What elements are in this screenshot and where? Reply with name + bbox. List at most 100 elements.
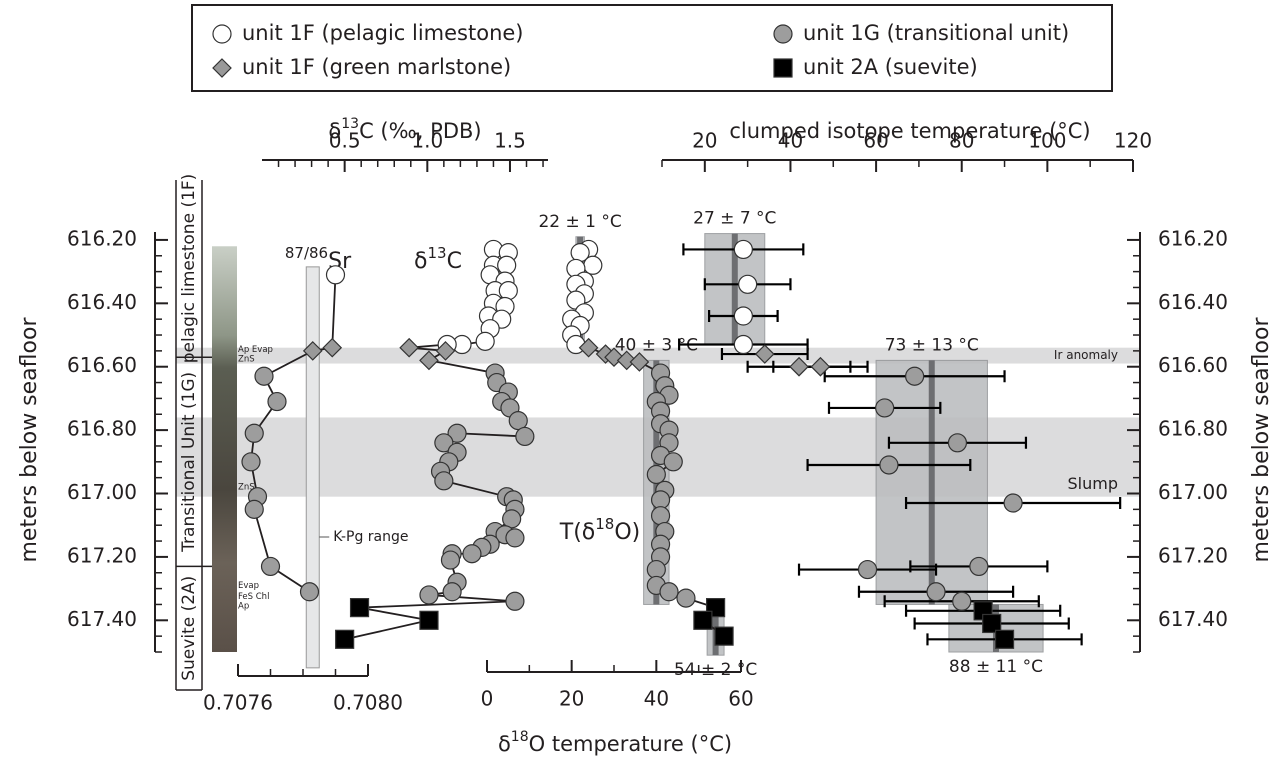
point: [733, 306, 753, 326]
point: [676, 588, 696, 608]
panel-label: δ13C: [414, 244, 462, 275]
point: [646, 464, 666, 485]
point: [267, 391, 287, 412]
x-axis-label-part: δ: [498, 732, 511, 756]
y-tick-label: 617.20: [1158, 543, 1228, 567]
y-tick-label: 616.40: [67, 290, 137, 314]
point: [515, 426, 535, 447]
panel-label-part: 87/86: [285, 244, 328, 262]
x-tick-label: 60: [728, 687, 753, 711]
y-tick-label: 616.60: [67, 353, 137, 377]
unit-label: pelagic limestone (1F): [179, 174, 199, 364]
point: [1003, 493, 1023, 513]
x-tick-label: 100: [1028, 129, 1066, 153]
x-tick-label: 80: [949, 129, 974, 153]
range-label: K-Pg range: [333, 529, 408, 545]
y-tick-label: 616.40: [1158, 290, 1228, 314]
point: [335, 629, 355, 649]
point: [419, 610, 439, 630]
panel-label-part: O): [614, 520, 640, 545]
point: [810, 356, 831, 377]
band-label: 73 ± 13 °C: [885, 335, 979, 355]
panel-label-part: δ: [414, 249, 427, 274]
point: [693, 610, 713, 630]
point: [349, 598, 370, 618]
point: [260, 556, 281, 577]
x-tick-label: 1.0: [411, 129, 443, 153]
band-label: 88 ± 11 °C: [949, 657, 1043, 677]
point: [244, 423, 264, 443]
point: [650, 506, 671, 526]
legend-marker: [212, 24, 232, 44]
unit-label: Suevite (2A): [179, 576, 199, 681]
panel-label-part: 13: [428, 244, 447, 262]
x-axis-label-part: clumped isotope temperature (°C): [729, 119, 1090, 143]
x-tick-label: 0.7080: [333, 691, 403, 715]
point: [583, 255, 603, 275]
y-tick-label: 617.00: [67, 480, 137, 504]
legend-label: unit 1F (green marlstone): [242, 55, 511, 79]
point: [241, 452, 261, 472]
zone-label: Ir anomaly: [1054, 348, 1118, 362]
point: [879, 455, 899, 475]
y-tick-label: 616.80: [67, 417, 137, 441]
point: [442, 582, 462, 602]
point: [982, 613, 1002, 634]
point: [399, 337, 419, 358]
point: [419, 585, 439, 605]
point: [663, 452, 683, 472]
x-axis-label-part: 13: [341, 116, 359, 132]
x-axis-label-part: C (‰, PDB): [359, 119, 482, 143]
point: [475, 331, 495, 351]
point: [505, 591, 525, 611]
x-tick-label: 20: [559, 687, 584, 711]
y-tick-label: 617.20: [67, 543, 137, 567]
y-axis-label: meters below seafloor: [1249, 317, 1274, 563]
point: [994, 629, 1015, 649]
x-axis-label-part: 18: [511, 729, 529, 745]
point: [434, 471, 454, 491]
core-label: Ap: [238, 602, 249, 612]
panel-label-part: T(δ: [559, 520, 595, 545]
core-label: Evap: [238, 581, 259, 591]
point: [857, 559, 878, 580]
point: [440, 550, 461, 570]
legend-marker: [773, 58, 793, 78]
point: [497, 255, 517, 275]
legend-label: unit 1G (transitional unit): [803, 21, 1069, 45]
point: [254, 366, 274, 386]
y-tick-label: 617.40: [1158, 607, 1228, 631]
x-tick-label: 1.5: [494, 129, 526, 153]
x-axis-label: clumped isotope temperature (°C): [729, 119, 1090, 143]
point: [244, 499, 264, 519]
band-label: 54 ± 2 °C: [674, 660, 757, 680]
y-axis-label: meters below seafloor: [17, 317, 42, 563]
point: [733, 239, 753, 260]
panel-label-part: 18: [595, 515, 614, 533]
point: [578, 337, 599, 358]
y-tick-label: 616.20: [67, 226, 137, 250]
point: [952, 591, 972, 611]
legend-marker: [773, 24, 793, 44]
point: [629, 352, 650, 372]
point: [299, 582, 320, 602]
point: [969, 556, 989, 577]
core-label: FeS Chl: [238, 592, 269, 602]
y-tick-label: 616.60: [1158, 353, 1228, 377]
point: [754, 344, 775, 364]
core-label: ZnS: [238, 354, 255, 364]
x-tick-label: 120: [1114, 129, 1152, 153]
x-tick-label: 60: [863, 129, 888, 153]
legend-marker: [212, 58, 232, 78]
x-tick-label: 0.7076: [203, 691, 273, 715]
y-tick-label: 616.80: [1158, 417, 1228, 441]
point: [616, 350, 637, 371]
x-axis-label-part: δ: [328, 119, 341, 143]
point: [505, 528, 525, 548]
point: [322, 337, 343, 358]
point: [947, 433, 968, 453]
x-tick-label: 0: [481, 687, 494, 711]
panel-label-part: C: [447, 249, 462, 274]
zone: [176, 347, 1140, 364]
band-label: 27 ± 7 °C: [693, 209, 776, 229]
